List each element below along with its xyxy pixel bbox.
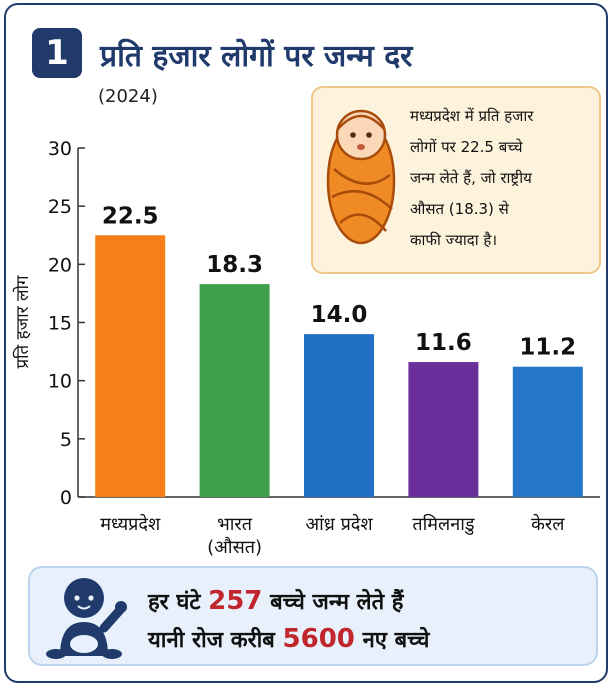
y-axis-label: प्रति हजार लोग [12,275,33,368]
births-per-hour-text: हर घंटे 257 बच्चे जन्म लेते हैं [148,586,403,616]
births-per-day-prefix: यानी रोज करीब [148,628,275,653]
info-line: जन्म लेते हैं, जो राष्ट्रीय [410,169,532,187]
x-category-label: (औसत) [207,536,262,558]
y-tick-label: 20 [48,254,72,276]
y-tick-label: 0 [60,487,72,509]
bar-value-label: 14.0 [311,302,368,328]
info-callout-text: मध्यप्रदेश में प्रति हजार लोगों पर 22.5 … [410,101,596,256]
info-line: मध्यप्रदेश में प्रति हजार [410,107,534,125]
bar-value-label: 11.2 [519,335,576,361]
bar-chart: 0 5 10 15 20 25 30 प्रति हजार लोग 22.5 मध्यप्रदे… [12,138,600,558]
toddler-icon [46,578,127,659]
page-subtitle: (2024) [98,86,158,107]
y-tick-label: 5 [60,429,72,451]
x-category-label: तमिलनाडु [412,513,475,535]
bar [512,366,583,497]
bar-value-label: 11.6 [415,330,472,356]
bar-value-label: 22.5 [102,203,159,229]
births-per-hour-suffix: बच्चे जन्म लेते हैं [270,590,404,615]
y-tick-label: 15 [48,313,72,335]
births-per-day-text: यानी रोज करीब 5600 नए बच्चे [148,624,429,654]
y-tick-label: 30 [48,138,72,160]
birth-stats-banner [28,566,598,666]
section-number-badge: 1 [32,28,82,78]
y-tick-label: 10 [48,371,72,393]
y-tick-label: 25 [48,196,72,218]
births-per-day-suffix: नए बच्चे [362,628,430,653]
bar [304,334,374,497]
info-line: औसत (18.3) से [410,200,509,218]
info-line: काफी ज्यादा है। [410,231,498,249]
x-category-label: आंध्र प्रदेश [305,513,373,535]
bar [95,235,166,497]
x-category-label: भारत [217,514,253,535]
bar [408,362,479,497]
births-per-day-value: 5600 [282,624,355,654]
page-title: प्रति हजार लोगों पर जन्म दर [100,39,413,74]
x-category-label: केरल [531,513,565,535]
swaddled-baby-icon [326,109,396,245]
info-line: लोगों पर 22.5 बच्चे [410,138,523,156]
bar-value-label: 18.3 [206,252,263,278]
births-per-hour-value: 257 [208,586,263,616]
births-per-hour-prefix: हर घंटे [148,590,201,615]
x-category-label: मध्यप्रदेश [100,513,161,535]
bar [199,284,270,497]
